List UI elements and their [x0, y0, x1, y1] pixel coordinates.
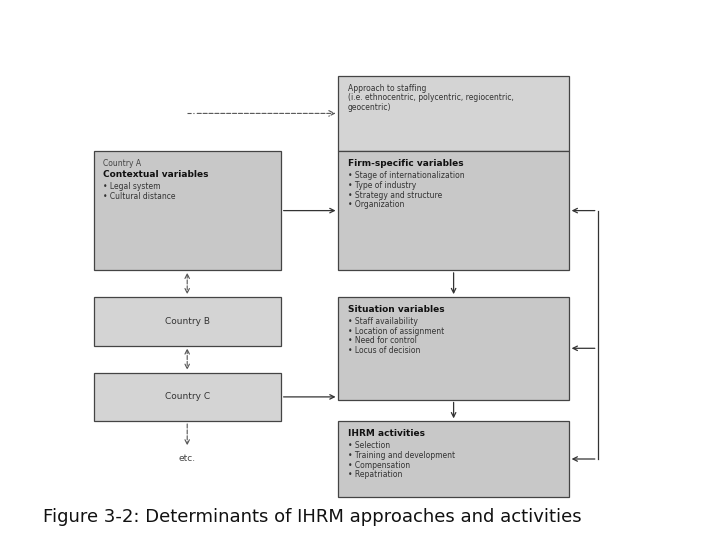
Text: etc.: etc. — [179, 454, 196, 463]
Text: Country C: Country C — [165, 393, 210, 401]
Text: Figure 3-2: Determinants of IHRM approaches and activities: Figure 3-2: Determinants of IHRM approac… — [43, 509, 582, 526]
FancyBboxPatch shape — [338, 297, 569, 400]
Text: • Training and development: • Training and development — [348, 451, 455, 460]
Text: Situation variables: Situation variables — [348, 305, 444, 314]
Text: • Organization: • Organization — [348, 200, 404, 210]
FancyBboxPatch shape — [338, 151, 569, 270]
Text: (i.e. ethnocentric, polycentric, regiocentric,: (i.e. ethnocentric, polycentric, regioce… — [348, 93, 513, 103]
Text: • Compensation: • Compensation — [348, 461, 410, 470]
Text: Country A: Country A — [103, 159, 141, 168]
Text: Country B: Country B — [165, 317, 210, 326]
Text: IHRM activities: IHRM activities — [348, 429, 425, 438]
Text: • Cultural distance: • Cultural distance — [103, 192, 176, 201]
FancyBboxPatch shape — [94, 297, 281, 346]
Text: • Type of industry: • Type of industry — [348, 181, 416, 190]
Text: • Selection: • Selection — [348, 441, 390, 450]
Text: • Stage of internationalization: • Stage of internationalization — [348, 171, 464, 180]
Text: • Legal system: • Legal system — [103, 182, 161, 191]
Text: • Location of assignment: • Location of assignment — [348, 327, 444, 336]
FancyBboxPatch shape — [338, 421, 569, 497]
Text: • Repatriation: • Repatriation — [348, 470, 402, 480]
FancyBboxPatch shape — [338, 76, 569, 151]
Text: Approach to staffing: Approach to staffing — [348, 84, 426, 93]
Text: Firm-specific variables: Firm-specific variables — [348, 159, 464, 168]
FancyBboxPatch shape — [94, 373, 281, 421]
Text: • Need for control: • Need for control — [348, 336, 417, 346]
Text: geocentric): geocentric) — [348, 103, 391, 112]
Text: • Strategy and structure: • Strategy and structure — [348, 191, 442, 200]
Text: Contextual variables: Contextual variables — [103, 170, 209, 179]
Text: • Locus of decision: • Locus of decision — [348, 346, 420, 355]
Text: • Staff availability: • Staff availability — [348, 317, 418, 326]
FancyBboxPatch shape — [94, 151, 281, 270]
